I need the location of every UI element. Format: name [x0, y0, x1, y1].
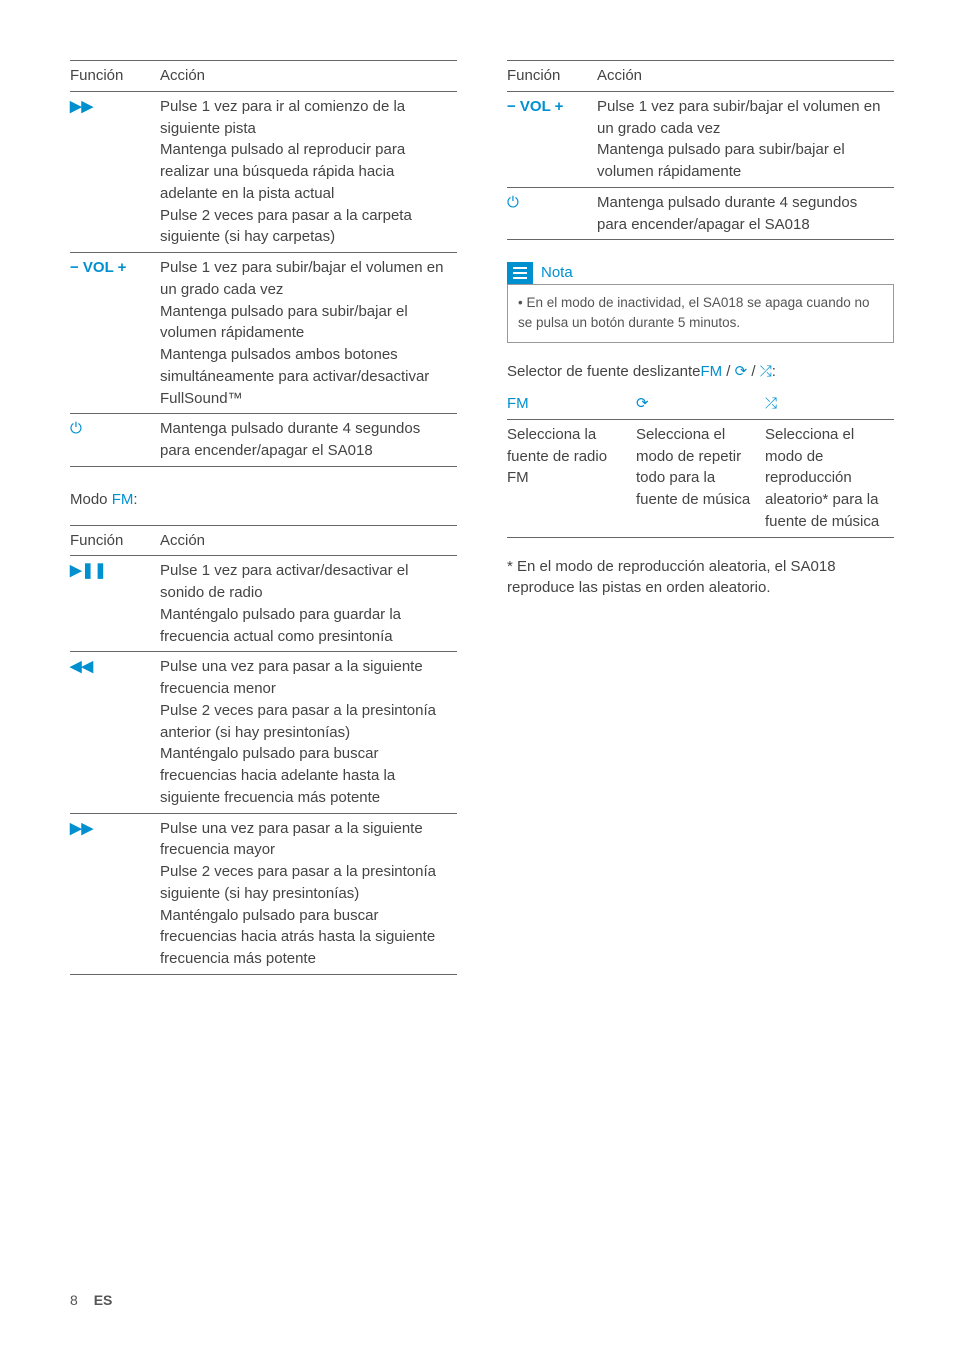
footnote: * En el modo de reproducción aleatoria, … — [507, 556, 894, 600]
table-row: ◀◀ Pulse una vez para pasar a la siguien… — [70, 652, 457, 813]
volume-buttons-label: − VOL + — [507, 98, 563, 115]
shuffle-icon: ⤮ — [765, 395, 777, 412]
table-row: ▶▶ Pulse una vez para pasar a la siguien… — [70, 813, 457, 974]
mode-fm: FM — [112, 491, 134, 508]
selector-suffix: : — [772, 363, 776, 380]
source-selector-heading: Selector de fuente deslizanteFM / ⟳ / ⤮: — [507, 361, 894, 383]
table-row: − VOL + Pulse 1 vez para subir/bajar el … — [507, 91, 894, 187]
table-row: ▶❚❚ Pulse 1 vez para activar/desactivar … — [70, 556, 457, 652]
selector-sep2: / — [747, 363, 760, 380]
repeat-icon: ⟳ — [735, 363, 748, 380]
page-lang: ES — [94, 1292, 113, 1308]
col-header-accion: Acción — [160, 525, 457, 556]
col-header-funcion: Función — [70, 61, 160, 92]
src-cell-fm: Selecciona la fuente de radio FM — [507, 419, 636, 537]
power-icon: ⏻ — [70, 420, 82, 437]
volume-buttons-label: − VOL + — [70, 259, 126, 276]
selector-fm: FM — [700, 363, 722, 380]
mode-prefix: Modo — [70, 491, 112, 508]
cell-action: Pulse 1 vez para subir/bajar el volumen … — [160, 253, 457, 414]
src-cell-repeat: Selecciona el modo de repetir todo para … — [636, 419, 765, 537]
col-header-funcion: Función — [507, 61, 597, 92]
src-header-fm: FM — [507, 395, 529, 412]
table-row: Selecciona la fuente de radio FM Selecci… — [507, 419, 894, 537]
power-icon: ⏻ — [507, 194, 519, 211]
shuffle-icon: ⤮ — [760, 363, 772, 380]
col-header-accion: Acción — [597, 61, 894, 92]
note-icon — [507, 262, 533, 284]
play-pause-icon: ▶❚❚ — [70, 562, 107, 579]
rewind-icon: ◀◀ — [70, 658, 93, 675]
note-box: Nota En el modo de inactividad, el SA018… — [507, 262, 894, 343]
src-cell-shuffle: Selecciona el modo de reproducción aleat… — [765, 419, 894, 537]
cell-action: Pulse 1 vez para subir/bajar el volumen … — [597, 91, 894, 187]
fast-forward-icon: ▶▶ — [70, 820, 93, 837]
table-row: − VOL + Pulse 1 vez para subir/bajar el … — [70, 253, 457, 414]
page-footer: 8 ES — [70, 1290, 112, 1310]
mode-fm-heading: Modo FM: — [70, 489, 457, 511]
fast-forward-icon: ▶▶ — [70, 98, 93, 115]
cell-action: Mantenga pulsado durante 4 segundos para… — [597, 187, 894, 240]
cell-action: Mantenga pulsado durante 4 segundos para… — [160, 414, 457, 467]
mode-suffix: : — [133, 491, 137, 508]
note-label: Nota — [541, 262, 573, 284]
note-text: En el modo de inactividad, el SA018 se a… — [518, 293, 883, 332]
cell-action: Pulse una vez para pasar a la siguiente … — [160, 813, 457, 974]
col-header-accion: Acción — [160, 61, 457, 92]
page-number: 8 — [70, 1292, 78, 1308]
table-row: ⏻ Mantenga pulsado durante 4 segundos pa… — [507, 187, 894, 240]
repeat-icon: ⟳ — [636, 395, 649, 412]
col-header-funcion: Función — [70, 525, 160, 556]
cell-action: Pulse 1 vez para activar/desactivar el s… — [160, 556, 457, 652]
table-music-mode: Función Acción ▶▶ Pulse 1 vez para ir al… — [70, 60, 457, 467]
table-row: ⏻ Mantenga pulsado durante 4 segundos pa… — [70, 414, 457, 467]
table-fm-mode-cont: Función Acción − VOL + Pulse 1 vez para … — [507, 60, 894, 240]
cell-action: Pulse 1 vez para ir al comienzo de la si… — [160, 91, 457, 252]
selector-sep1: / — [722, 363, 735, 380]
selector-prefix: Selector de fuente deslizante — [507, 363, 700, 380]
cell-action: Pulse una vez para pasar a la siguiente … — [160, 652, 457, 813]
table-row: ▶▶ Pulse 1 vez para ir al comienzo de la… — [70, 91, 457, 252]
table-fm-mode: Función Acción ▶❚❚ Pulse 1 vez para acti… — [70, 525, 457, 975]
table-source-selector: FM ⟳ ⤮ Selecciona la fuente de radio FM … — [507, 393, 894, 538]
